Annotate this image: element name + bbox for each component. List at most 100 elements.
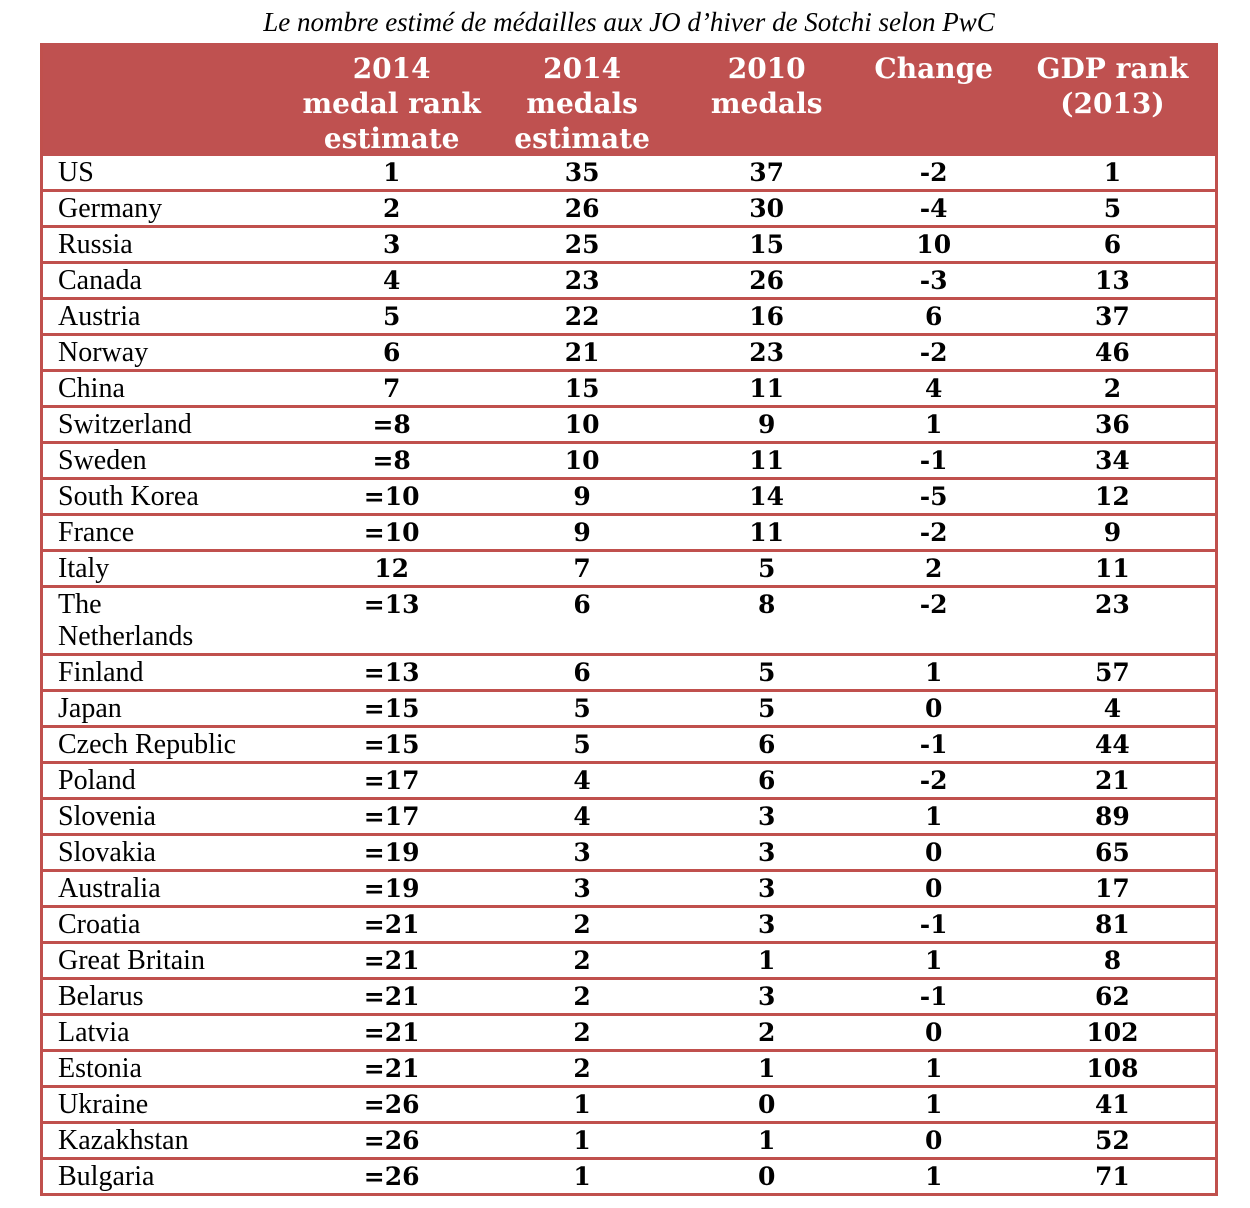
medal-table-frame: 2014 medal rank estimate 2014 medals est…: [40, 43, 1218, 1196]
rank-2014-cell: =21: [294, 1014, 489, 1052]
country-cell: Poland: [43, 762, 295, 800]
medals-2010-cell: 11: [675, 442, 858, 480]
medals-2010-cell: 0: [757, 1162, 776, 1191]
rank-2014-cell: =21: [294, 1050, 489, 1088]
medals-2010-cell: 6: [675, 726, 858, 764]
country-cell: Czech Republic: [43, 726, 295, 764]
gdp-rank-cell: 17: [1009, 870, 1215, 908]
rank-2014-cell: 7: [294, 370, 489, 408]
rank-2014-cell: =10: [294, 514, 489, 552]
medals-2014-cell: 10: [488, 442, 676, 480]
rank-2014-cell: 2: [294, 190, 489, 228]
country-cell: Great Britain: [43, 942, 295, 980]
table-row: Latvia =21 2 2 0 102: [43, 1014, 1215, 1052]
gdp-rank-cell: 65: [1009, 834, 1215, 872]
gdp-rank-cell: 37: [1009, 298, 1215, 336]
gdp-rank-cell: 34: [1009, 442, 1215, 480]
change-cell: -5: [857, 478, 1010, 516]
rank-2014-cell: =19: [294, 834, 489, 872]
country-cell: China: [43, 370, 295, 408]
medals-2014-cell: 2: [488, 1050, 676, 1088]
change-cell: -1: [857, 726, 1010, 764]
medals-2010-cell: 5: [675, 654, 858, 692]
column-header-country: [43, 43, 295, 156]
change-cell: -1: [857, 442, 1010, 480]
medals-2010-cell: 23: [675, 334, 858, 372]
country-cell: South Korea: [43, 478, 295, 516]
table-row: Kazakhstan =26 1 1 0 52: [43, 1122, 1215, 1160]
header-row: 2014 medal rank estimate 2014 medals est…: [43, 43, 1215, 156]
medals-2014-cell: 5: [488, 726, 676, 764]
country-cell: Croatia: [43, 906, 295, 944]
gdp-rank-cell: 36: [1009, 406, 1215, 444]
country-cell: France: [43, 514, 295, 552]
country-cell: Ukraine: [43, 1086, 295, 1124]
country-cell: Latvia: [43, 1014, 295, 1052]
table-row: Russia 3 25 15 10 6: [43, 226, 1215, 264]
table-row: Belarus =21 2 3 -1 62: [43, 978, 1215, 1016]
medals-2014-cell: 2: [488, 978, 676, 1016]
country-cell: Japan: [43, 690, 295, 728]
gdp-rank-cell: 9: [1009, 514, 1215, 552]
column-header-change: Change: [857, 43, 1010, 156]
change-cell: 1: [857, 942, 1010, 980]
gdp-rank-cell: 4: [1009, 690, 1215, 728]
country-cell: The Netherlands: [43, 586, 295, 656]
change-cell: 1: [857, 798, 1010, 836]
medals-2014-cell: 9: [488, 514, 676, 552]
medals-2014-cell: 1: [488, 1122, 676, 1160]
medals-2010-cell: 9: [675, 406, 858, 444]
medals-2010-cell: 5: [675, 690, 858, 728]
gdp-rank-cell: 21: [1009, 762, 1215, 800]
medals-2014-cell: 25: [488, 226, 676, 264]
table-row: Czech Republic =15 5 6 -1 44: [43, 726, 1215, 764]
medals-2010-cell: 3: [675, 798, 858, 836]
change-cell: -2: [857, 514, 1010, 552]
table-row: Bulgaria =26 1 0 1 71: [43, 1159, 1215, 1194]
medals-2014-cell: 9: [488, 478, 676, 516]
gdp-rank-cell: 46: [1009, 334, 1215, 372]
country-cell: Slovenia: [43, 798, 295, 836]
table-row: Switzerland =8 10 9 1 36: [43, 406, 1215, 444]
medals-2014-cell: 1: [488, 1086, 676, 1124]
country-cell: Norway: [43, 334, 295, 372]
medals-2014-cell: 5: [488, 690, 676, 728]
rank-2014-cell: =21: [294, 906, 489, 944]
table-row: South Korea =10 9 14 -5 12: [43, 478, 1215, 516]
medals-2010-cell: 5: [675, 550, 858, 588]
table-row: Austria 5 22 16 6 37: [43, 298, 1215, 336]
country-cell: US: [43, 156, 295, 192]
country-cell: Austria: [43, 298, 295, 336]
gdp-rank-cell: 71: [1095, 1162, 1130, 1191]
rank-2014-cell: =10: [294, 478, 489, 516]
medals-2014-cell: 6: [488, 654, 676, 692]
change-cell: -1: [857, 978, 1010, 1016]
gdp-rank-cell: 102: [1009, 1014, 1215, 1052]
table-row: Canada 4 23 26 -3 13: [43, 262, 1215, 300]
rank-2014-cell: =13: [294, 654, 489, 692]
table-header: 2014 medal rank estimate 2014 medals est…: [43, 43, 1215, 156]
medals-2010-cell: 3: [675, 978, 858, 1016]
medals-2010-cell: 1: [675, 942, 858, 980]
medal-table: 2014 medal rank estimate 2014 medals est…: [43, 43, 1215, 1193]
rank-2014-cell: 4: [294, 262, 489, 300]
column-header-2014-medal-rank-estimate: 2014 medal rank estimate: [294, 43, 489, 156]
table-row: Slovakia =19 3 3 0 65: [43, 834, 1215, 872]
table-row: US 1 35 37 -2 1: [43, 156, 1215, 192]
column-header-gdp-rank-2013: GDP rank (2013): [1009, 43, 1215, 156]
table-row: Croatia =21 2 3 -1 81: [43, 906, 1215, 944]
medals-2014-cell: 1: [573, 1162, 591, 1191]
change-cell: 0: [857, 834, 1010, 872]
medal-table-body: US 1 35 37 -2 1 Germany 2 26 30 -4 5 Russia 3 25 15 10 6 C…: [43, 156, 1215, 1193]
rank-2014-cell: 1: [294, 156, 489, 192]
rank-2014-cell: =8: [294, 442, 489, 480]
medals-2010-cell: 37: [675, 156, 858, 192]
medals-2014-cell: 7: [488, 550, 676, 588]
gdp-rank-cell: 89: [1009, 798, 1215, 836]
change-cell: 6: [857, 298, 1010, 336]
medals-2014-cell: 26: [488, 190, 676, 228]
rank-2014-cell: 12: [294, 550, 489, 588]
change-cell: -4: [857, 190, 1010, 228]
column-header-2010-medals: 2010 medals: [675, 43, 858, 156]
medals-2010-cell: 15: [675, 226, 858, 264]
